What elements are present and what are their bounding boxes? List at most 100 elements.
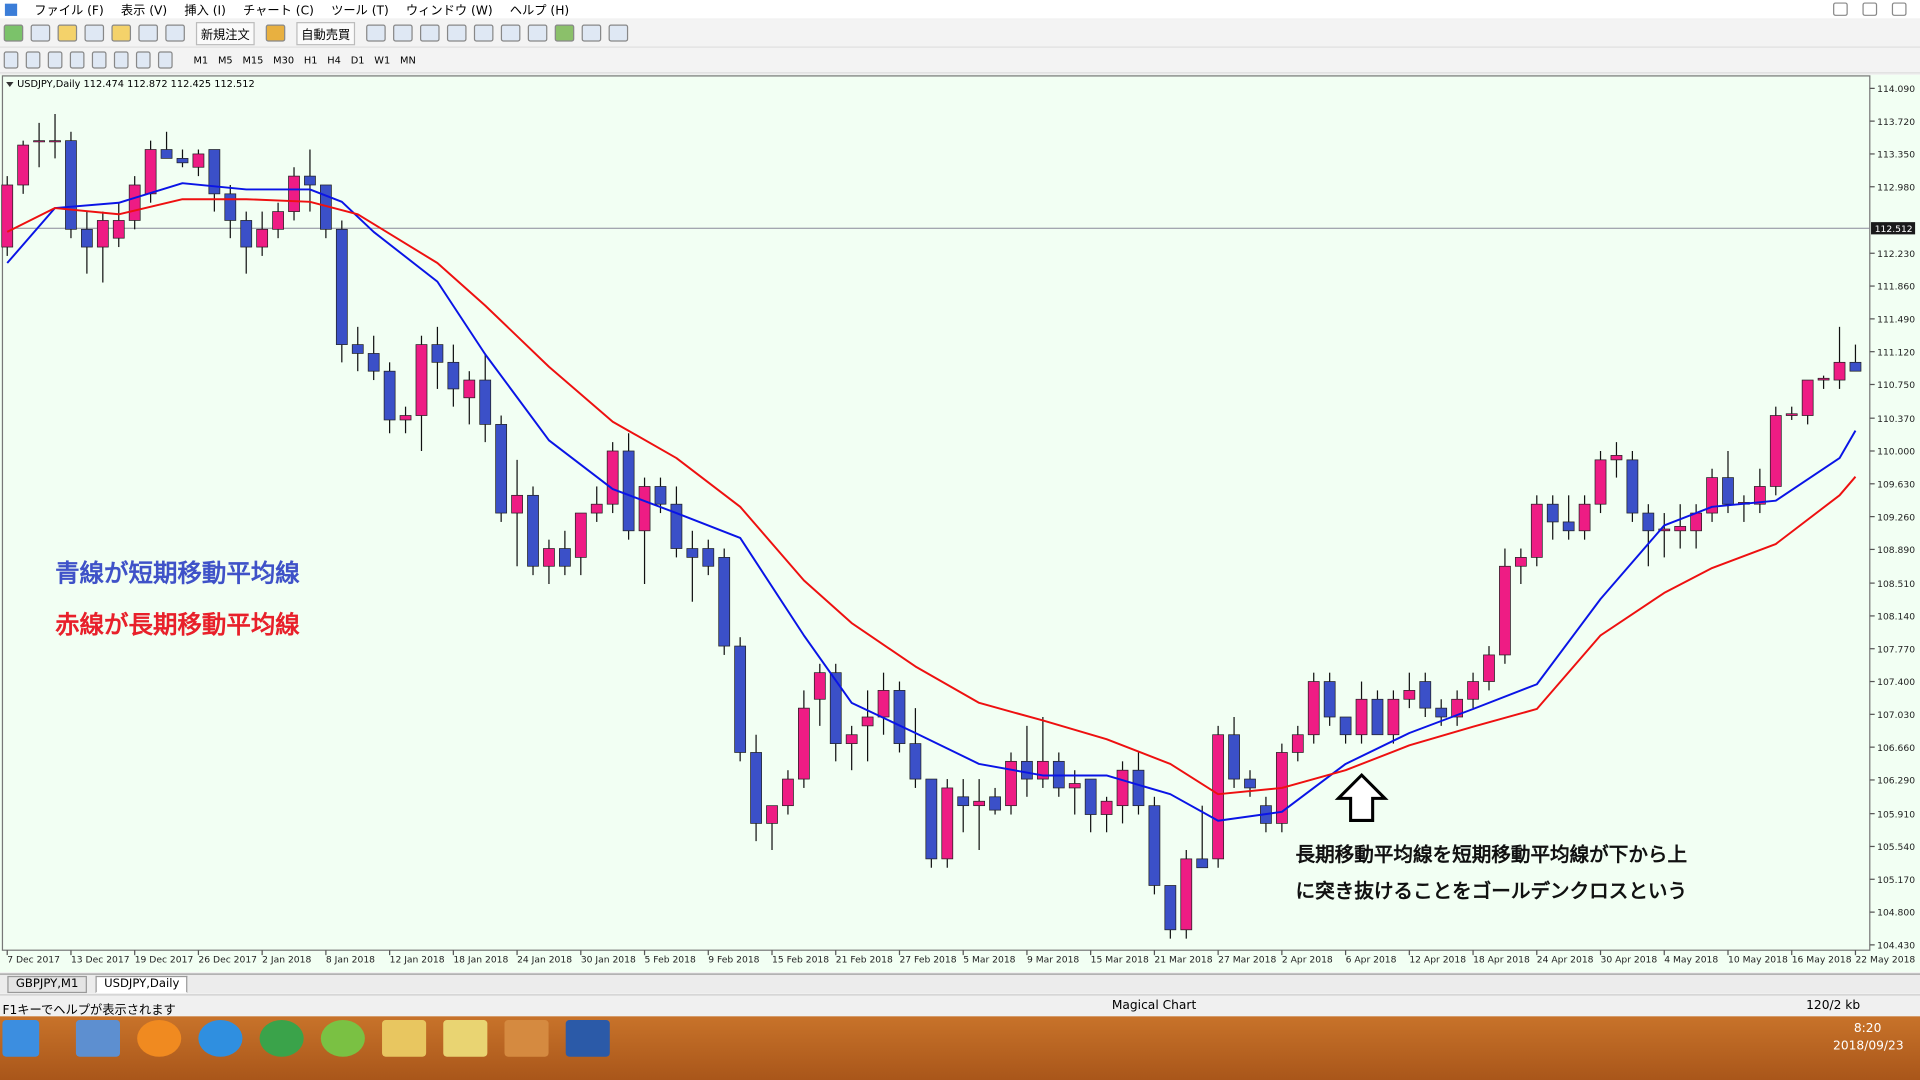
- timeframe-button[interactable]: M5: [217, 54, 233, 66]
- candle-body: [1100, 800, 1113, 815]
- tool-icon[interactable]: [91, 51, 107, 69]
- task-icon[interactable]: [504, 1020, 549, 1057]
- y-tick-label: 113.720: [1877, 117, 1915, 128]
- task-icon[interactable]: [443, 1020, 488, 1057]
- tool-icon[interactable]: [393, 24, 413, 42]
- timeframe-button[interactable]: H1: [303, 54, 318, 66]
- task-icon[interactable]: [565, 1020, 610, 1057]
- tool-icon[interactable]: [30, 24, 51, 42]
- candle-body: [782, 778, 794, 807]
- tool-icon[interactable]: [135, 51, 151, 69]
- task-icon[interactable]: [382, 1020, 427, 1057]
- toolbar-main: 新規注文 自動売買: [0, 19, 1920, 48]
- status-traffic: 120/2 kb: [1806, 999, 1861, 1013]
- tool-icon[interactable]: [446, 24, 467, 42]
- candle-body: [367, 353, 380, 372]
- candle-body: [383, 370, 396, 421]
- taskbar: 8:20 2018/09/23: [0, 1016, 1920, 1080]
- timeframe-button[interactable]: MN: [399, 54, 416, 66]
- start-button[interactable]: [2, 1020, 40, 1057]
- candle-body: [256, 228, 269, 248]
- y-tick-label: 110.370: [1877, 414, 1915, 425]
- timeframe-button[interactable]: W1: [374, 54, 391, 66]
- menu-item[interactable]: ヘルプ (H): [509, 4, 570, 19]
- candle-body: [1451, 698, 1464, 718]
- timeframe-button[interactable]: H4: [327, 54, 341, 66]
- tool-icon[interactable]: [138, 24, 158, 42]
- candle-body: [431, 344, 444, 363]
- tool-icon[interactable]: [113, 51, 129, 69]
- chart-tabs: GBPJPY,M1 USDJPY,Daily: [0, 973, 1920, 994]
- tool-icon[interactable]: [527, 24, 548, 42]
- tool-icon[interactable]: [473, 24, 494, 42]
- x-tick-label: 15 Mar 2018: [1091, 954, 1149, 965]
- candle-body: [989, 796, 1001, 811]
- close[interactable]: [1891, 2, 1907, 16]
- candle-body: [1084, 778, 1097, 815]
- candle-body: [33, 140, 45, 143]
- candle-body: [1753, 486, 1766, 505]
- timeframe-button[interactable]: M30: [273, 54, 295, 66]
- status-profile: Magical Chart: [1111, 999, 1197, 1013]
- candle-body: [1148, 805, 1161, 886]
- task-icon[interactable]: [259, 1020, 304, 1057]
- tool-icon[interactable]: [420, 24, 440, 42]
- candle-body: [96, 220, 109, 248]
- tool-icon[interactable]: [3, 24, 24, 42]
- tool-icon[interactable]: [111, 24, 132, 42]
- chart-header: USDJPY,Daily 112.474 112.872 112.425 112…: [17, 79, 255, 90]
- candle-body: [527, 494, 539, 567]
- x-tick-label: 21 Feb 2018: [836, 954, 893, 965]
- timeframe-button[interactable]: M15: [242, 54, 264, 66]
- y-tick-label: 112.230: [1877, 249, 1915, 260]
- tab[interactable]: GBPJPY,M1: [7, 975, 87, 994]
- tool-icon[interactable]: [25, 51, 41, 69]
- tool-icon[interactable]: [69, 51, 85, 69]
- candle-body: [543, 548, 555, 567]
- task-icon[interactable]: [137, 1020, 182, 1057]
- x-tick-label: 22 May 2018: [1855, 954, 1915, 965]
- tool-icon[interactable]: [47, 51, 63, 69]
- menu-item[interactable]: 表示 (V): [120, 4, 168, 19]
- candle-body: [495, 424, 508, 514]
- tool-icon[interactable]: [3, 51, 19, 69]
- menu-item[interactable]: チャート (C): [243, 4, 314, 19]
- candle-body: [1546, 503, 1559, 523]
- candle-body: [941, 787, 954, 860]
- menu-item[interactable]: ファイル (F): [34, 4, 104, 19]
- y-tick-label: 109.630: [1877, 479, 1915, 490]
- toolbar-periods: M1 M5 M15 M30 H1 H4 D1 W1 MN: [0, 47, 1920, 74]
- minimize[interactable]: [1833, 2, 1848, 16]
- candle-body: [511, 494, 523, 514]
- x-tick-label: 5 Feb 2018: [645, 954, 696, 965]
- task-icon[interactable]: [320, 1020, 365, 1057]
- tool-icon[interactable]: [265, 24, 286, 42]
- tool-icon[interactable]: [84, 24, 105, 42]
- candle-body: [1196, 858, 1209, 869]
- tool-icon[interactable]: [366, 24, 386, 42]
- candle-body: [415, 344, 428, 416]
- window-controls: [1829, 2, 1910, 16]
- candle-body: [1578, 503, 1591, 532]
- task-icon[interactable]: [75, 1020, 121, 1057]
- tool-icon[interactable]: [500, 24, 521, 42]
- tool-icon[interactable]: [157, 51, 173, 69]
- tool-icon[interactable]: [57, 24, 78, 42]
- tool-icon[interactable]: [554, 24, 575, 42]
- tab[interactable]: USDJPY,Daily: [95, 975, 188, 994]
- tool-icon[interactable]: [165, 24, 185, 42]
- candle-body: [973, 800, 986, 807]
- tool-icon[interactable]: [581, 24, 602, 42]
- task-icon[interactable]: [198, 1020, 243, 1057]
- menu-item[interactable]: ツール (T): [331, 4, 389, 19]
- restore[interactable]: [1862, 2, 1878, 16]
- menu-item[interactable]: ウィンドウ (W): [405, 4, 493, 19]
- new-order-button[interactable]: 新規注文: [195, 21, 255, 45]
- tool-icon[interactable]: [608, 24, 629, 42]
- timeframe-button[interactable]: M1: [193, 54, 209, 66]
- menu-item[interactable]: 挿入 (I): [184, 4, 226, 19]
- candle-body: [1068, 783, 1081, 789]
- timeframe-button[interactable]: D1: [350, 54, 365, 66]
- candle-body: [463, 379, 476, 399]
- auto-trade-button[interactable]: 自動売買: [296, 21, 356, 45]
